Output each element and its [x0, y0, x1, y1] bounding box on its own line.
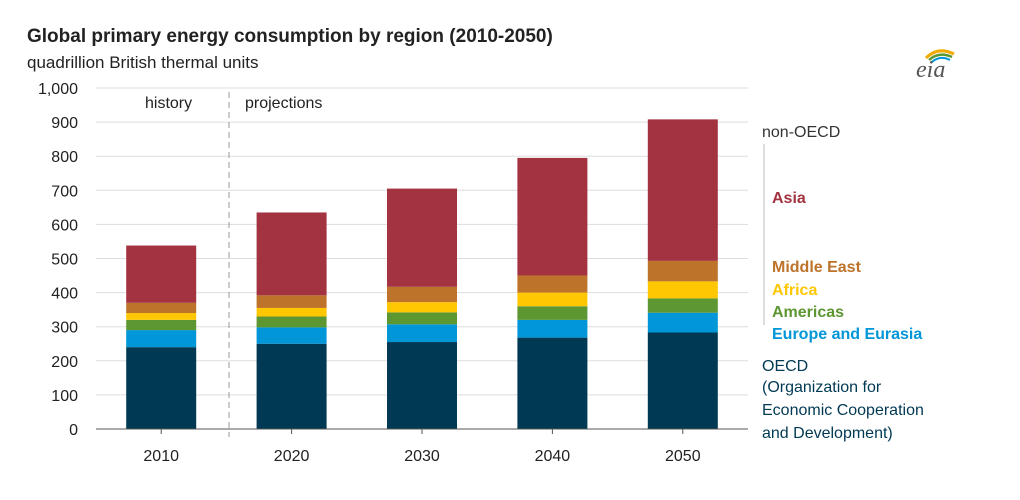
y-tick-label: 800	[51, 149, 78, 166]
legend-oecd-line2: (Organization for	[762, 379, 882, 396]
chart-title: Global primary energy consumption by reg…	[27, 26, 553, 47]
y-tick-label: 600	[51, 217, 78, 234]
bar-segment-oecd	[517, 337, 588, 429]
bar-segment-asia	[387, 188, 457, 287]
y-tick-label: 400	[51, 286, 78, 303]
bar-segment-europe_eurasia	[647, 312, 718, 333]
bar-segment-americas	[517, 306, 588, 320]
legend-non-oecd: non-OECD	[762, 124, 840, 141]
bar-segment-asia	[126, 245, 197, 303]
bar-segment-africa	[126, 313, 197, 320]
x-tick-label: 2030	[404, 448, 440, 465]
legend-americas: Americas	[772, 304, 844, 321]
bar-segment-asia	[256, 212, 327, 296]
chart-subtitle: quadrillion British thermal units	[27, 53, 259, 72]
eia-logo: eia	[912, 44, 964, 84]
bar-segment-oecd	[647, 332, 718, 429]
bar-segment-europe_eurasia	[256, 327, 327, 344]
bar-segment-europe_eurasia	[387, 324, 457, 343]
bar-segment-asia	[517, 157, 588, 276]
legend-oecd: OECD	[762, 358, 808, 375]
legend-africa: Africa	[772, 282, 817, 299]
y-tick-label: 100	[51, 388, 78, 405]
y-tick-label: 0	[69, 422, 78, 439]
bar-segment-africa	[647, 281, 718, 299]
bar-segment-africa	[387, 302, 457, 313]
legend-asia: Asia	[772, 190, 806, 207]
y-tick-label: 300	[51, 320, 78, 337]
x-tick-label: 2040	[535, 448, 571, 465]
y-tick-label: 500	[51, 252, 78, 269]
history-label: history	[145, 95, 192, 112]
bar-segment-americas	[126, 319, 197, 331]
bar-layer	[126, 119, 718, 429]
bar-segment-americas	[256, 316, 327, 328]
bar-segment-europe_eurasia	[517, 319, 588, 338]
bar-segment-africa	[256, 307, 327, 317]
bar-segment-oecd	[256, 343, 327, 429]
y-tick-label: 200	[51, 354, 78, 371]
axis-layer: 0 100 200 300 400 500 600 700 800 900 1,000 2010 202…	[38, 81, 748, 465]
bar-segment-europe_eurasia	[126, 330, 197, 348]
legend-oecd-line3: Economic Cooperation	[762, 402, 924, 419]
x-tick-label: 2050	[665, 448, 701, 465]
legend-europe-eurasia: Europe and Eurasia	[772, 326, 922, 343]
bar-segment-middle_east	[517, 275, 588, 293]
x-tick-label: 2010	[143, 448, 179, 465]
bar-segment-middle_east	[256, 295, 327, 308]
y-tick-label: 900	[51, 115, 78, 132]
bar-segment-americas	[647, 298, 718, 313]
bar-segment-middle_east	[647, 260, 718, 282]
x-tick-label: 2020	[274, 448, 310, 465]
bar-segment-middle_east	[387, 286, 457, 303]
legend-middle-east: Middle East	[772, 259, 862, 276]
eia-logo-text: eia	[916, 57, 946, 83]
bar-segment-asia	[647, 119, 718, 261]
projections-label: projections	[245, 95, 322, 112]
bar-segment-africa	[517, 292, 588, 307]
eia-logo-arc-icon	[924, 49, 955, 63]
y-tick-label: 700	[51, 183, 78, 200]
bar-segment-americas	[387, 312, 457, 325]
bar-segment-middle_east	[126, 302, 197, 314]
bar-segment-oecd	[126, 347, 197, 429]
bar-segment-oecd	[387, 342, 457, 429]
y-tick-label: 1,000	[38, 81, 78, 98]
legend-oecd-line4: and Development)	[762, 425, 893, 442]
